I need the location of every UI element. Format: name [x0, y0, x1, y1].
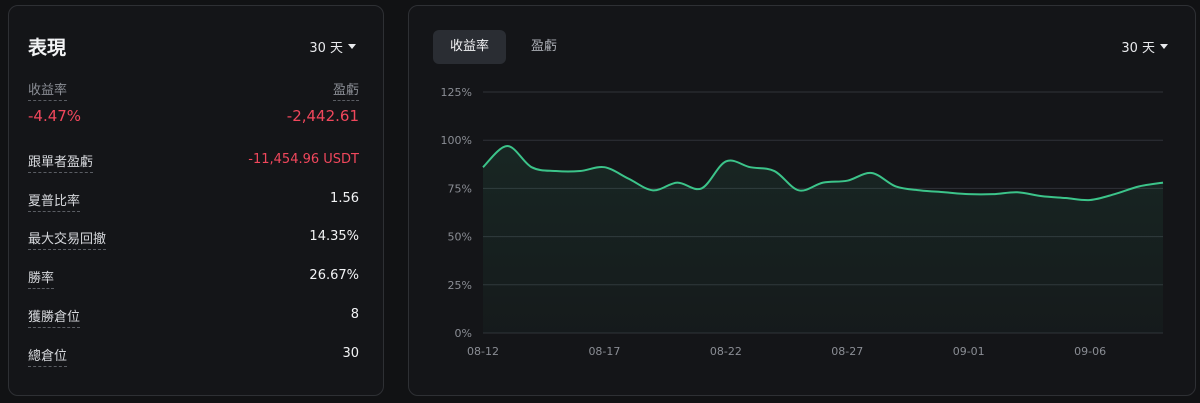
pnl-value: -2,442.61 [286, 107, 359, 125]
y-tick-label: 50% [448, 231, 472, 244]
tab-pnl[interactable]: 盈虧 [530, 39, 557, 54]
x-tick-label: 09-06 [1074, 345, 1106, 358]
x-tick-label: 08-12 [467, 345, 499, 358]
return-rate-value: -4.47% [28, 107, 82, 125]
x-tick-label: 09-01 [953, 345, 985, 358]
performance-panel: 表現 30 天 收益率 盈虧 -4.47% -2,442.61 跟單者盈虧 -1… [8, 5, 384, 396]
stat-label-winning-positions[interactable]: 獲勝倉位 [28, 306, 81, 328]
chart-period-selector[interactable]: 30 天 [1121, 37, 1168, 56]
stat-value-total-positions: 30 [342, 346, 359, 361]
stat-label-total-positions[interactable]: 總倉位 [28, 345, 68, 367]
period-label: 30 天 [309, 41, 343, 56]
period-selector[interactable]: 30 天 [309, 37, 356, 56]
x-tick-label: 08-27 [831, 345, 863, 358]
caret-down-icon [348, 44, 356, 49]
return-rate-chart: 0% 25% 50% 75% 100% 125% 08-12 08-17 08-22 08-27 0… [441, 86, 1164, 358]
return-rate-label[interactable]: 收益率 [28, 79, 68, 101]
stat-value-win-rate: 26.67% [309, 268, 359, 283]
stat-value-winning-positions: 8 [350, 307, 359, 322]
stat-value-sharpe: 1.56 [330, 191, 359, 206]
y-tick-label: 75% [448, 182, 472, 195]
chart-panel: 收益率 盈虧 30 天 0% 25% 50% 75% 100% 125% 08-12 08-1… [408, 5, 1196, 396]
y-tick-label: 0% [455, 327, 472, 340]
y-tick-label: 25% [448, 279, 472, 292]
y-tick-label: 125% [441, 86, 472, 99]
stat-label-max-drawdown[interactable]: 最大交易回撤 [28, 228, 107, 250]
stat-label-win-rate[interactable]: 勝率 [28, 267, 55, 289]
series-area [483, 145, 1163, 333]
y-tick-label: 100% [441, 134, 472, 147]
tab-return-rate[interactable]: 收益率 [433, 30, 506, 64]
series-line [482, 144, 1164, 202]
stat-value-max-drawdown: 14.35% [309, 229, 359, 244]
panel-title: 表現 [28, 37, 67, 59]
x-tick-label: 08-22 [710, 345, 742, 358]
stat-value-copier-pnl: -11,454.96 USDT [248, 152, 359, 167]
caret-down-icon [1160, 44, 1168, 49]
stat-label-sharpe[interactable]: 夏普比率 [28, 190, 81, 212]
pnl-label[interactable]: 盈虧 [332, 79, 359, 101]
x-tick-label: 08-17 [588, 345, 620, 358]
chart-period-label: 30 天 [1121, 41, 1155, 56]
stat-label-copier-pnl[interactable]: 跟單者盈虧 [28, 151, 94, 173]
